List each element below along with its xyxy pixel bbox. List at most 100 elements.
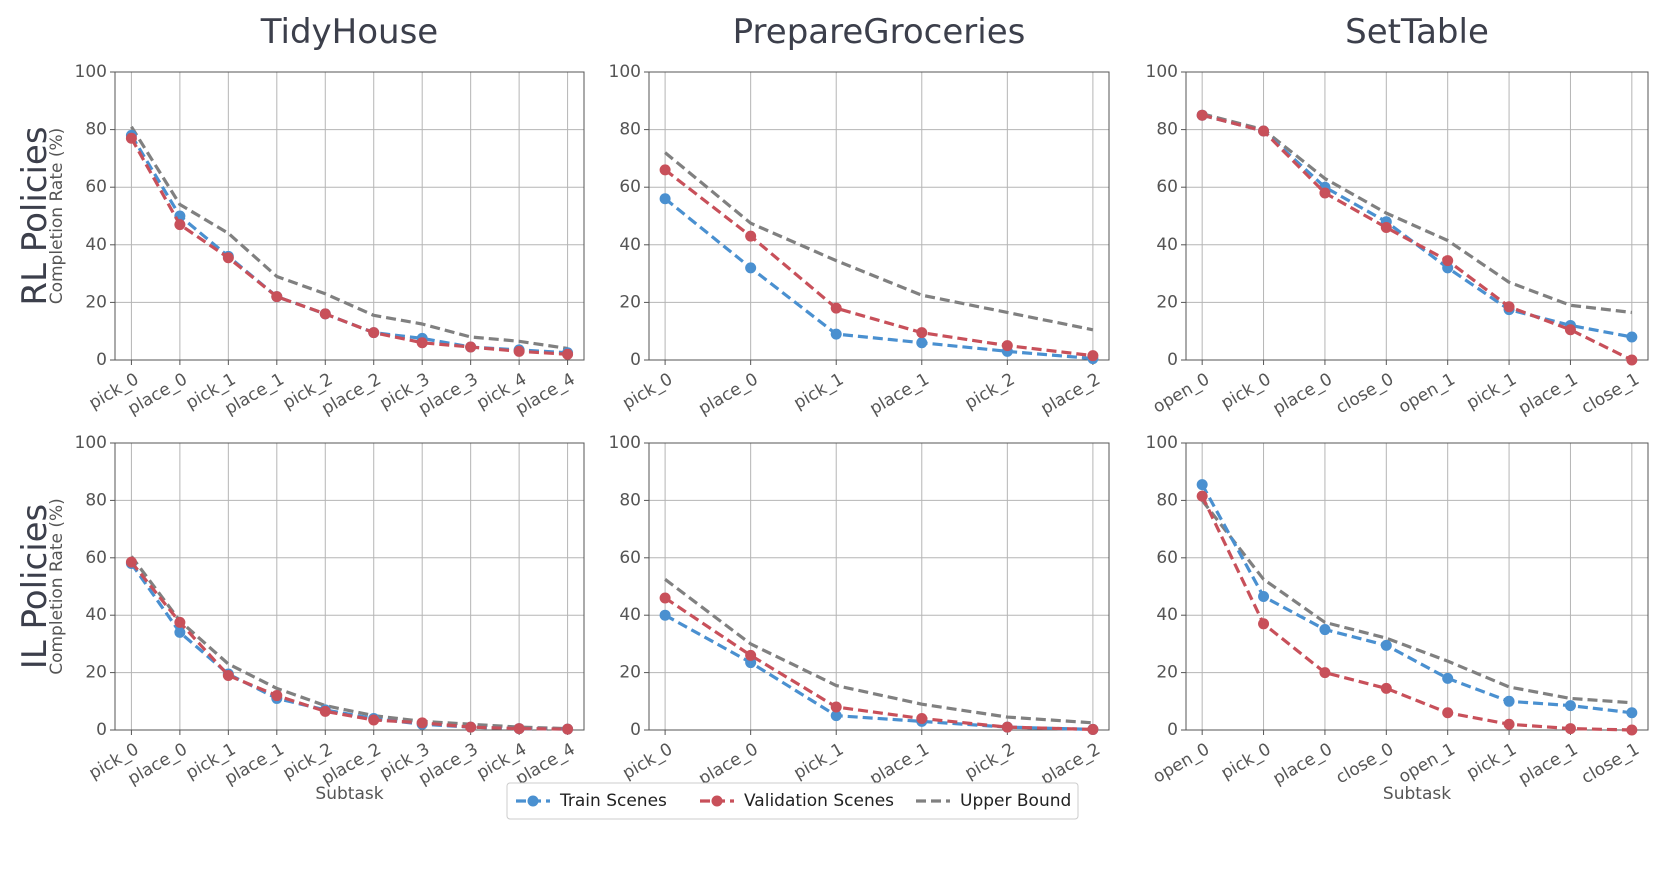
x-tick-label: open_0 <box>1150 369 1213 417</box>
axes-frame <box>1185 71 1649 361</box>
data-point-val <box>1258 125 1270 137</box>
series-line-upper <box>130 125 568 351</box>
data-point-val <box>513 345 525 357</box>
legend-label-train: Train Scenes <box>559 791 667 811</box>
y-tick-label: 100 <box>1146 62 1178 82</box>
x-tick-label: pick_2 <box>962 739 1019 783</box>
y-tick-label: 20 <box>619 663 641 683</box>
data-point-train <box>916 337 928 349</box>
x-tick-label: place_1 <box>866 369 932 419</box>
series-line-train <box>664 613 1093 732</box>
data-point-val <box>222 252 234 264</box>
y-tick-label: 0 <box>96 350 107 370</box>
x-tick-label: pick_1 <box>1463 739 1520 783</box>
data-point-train <box>1626 331 1638 343</box>
data-point-val <box>513 723 525 735</box>
data-point-val <box>1442 255 1454 267</box>
data-point-val <box>745 649 757 661</box>
x-tick-label: place_1 <box>1515 369 1581 419</box>
panel-1-1: 0 20 40 60 80 100 pick_0 place_0 pick_1 place_1 pi… <box>609 433 1110 804</box>
data-point-val <box>1196 490 1208 502</box>
y-tick-label: 80 <box>619 120 641 140</box>
panel-0-1: PrepareGroceries 0 20 40 60 80 100 pick_0 place_… <box>609 12 1110 419</box>
data-point-val <box>562 348 574 360</box>
x-tick-label: pick_2 <box>962 369 1019 413</box>
x-tick-label: place_1 <box>1515 739 1581 789</box>
data-point-val <box>562 723 574 735</box>
y-tick-label: 20 <box>619 292 641 312</box>
data-point-train <box>1258 591 1270 603</box>
y-tick-label: 80 <box>1156 490 1178 510</box>
series-line-train <box>130 134 568 355</box>
data-point-val <box>368 714 380 726</box>
series-line-val <box>130 561 568 731</box>
x-axis-title: Subtask <box>315 784 383 804</box>
data-point-train <box>745 262 757 274</box>
data-point-val <box>1319 667 1331 679</box>
x-tick-label: place_0 <box>695 369 761 419</box>
data-point-val <box>1258 618 1270 630</box>
x-tick-label: close_1 <box>1578 739 1643 788</box>
data-point-val <box>319 705 331 717</box>
y-tick-label: 20 <box>85 292 107 312</box>
y-tick-label: 100 <box>75 62 107 82</box>
data-point-val <box>1503 718 1515 730</box>
y-tick-label: 60 <box>619 177 641 197</box>
x-tick-label: open_1 <box>1395 739 1458 787</box>
y-axis-title: Completion Rate (%) <box>47 498 67 675</box>
data-point-train <box>1626 707 1638 719</box>
series-line-val <box>664 168 1094 358</box>
x-tick-label: close_1 <box>1578 369 1643 418</box>
x-tick-label: pick_0 <box>1218 369 1275 413</box>
x-tick-label: place_2 <box>1038 739 1104 789</box>
x-tick-label: pick_1 <box>790 739 847 783</box>
data-point-val <box>465 341 477 353</box>
chart-title: TidyHouse <box>260 12 438 52</box>
axes-frame <box>648 442 1110 731</box>
data-point-val <box>174 616 186 628</box>
data-point-train <box>1564 700 1576 712</box>
series-line-upper <box>1200 499 1632 705</box>
y-tick-label: 40 <box>619 235 641 255</box>
y-tick-label: 80 <box>619 490 641 510</box>
y-tick-label: 60 <box>85 177 107 197</box>
y-tick-label: 20 <box>1156 292 1178 312</box>
data-point-val <box>222 669 234 681</box>
axes-frame <box>1185 442 1649 731</box>
legend-marker-train <box>527 795 539 807</box>
chart-title: SetTable <box>1345 12 1489 52</box>
axes-frame <box>114 442 585 731</box>
x-tick-label: pick_1 <box>1463 369 1520 413</box>
y-tick-label: 20 <box>85 663 107 683</box>
y-tick-label: 100 <box>75 433 107 453</box>
data-point-val <box>368 327 380 339</box>
series-line-upper <box>664 151 1094 332</box>
data-point-val <box>1503 301 1515 313</box>
series-line-val <box>1201 113 1633 362</box>
x-tick-label: place_2 <box>1038 369 1104 419</box>
y-tick-label: 0 <box>630 720 641 740</box>
series-line-val <box>1200 495 1632 732</box>
x-tick-label: close_0 <box>1333 369 1398 418</box>
y-tick-label: 0 <box>1167 350 1178 370</box>
x-axis-title: Subtask <box>1383 784 1451 804</box>
data-point-val <box>1564 324 1576 336</box>
data-point-val <box>1442 707 1454 719</box>
data-point-val <box>271 690 283 702</box>
data-point-train <box>659 609 671 621</box>
legend-box <box>506 782 1079 820</box>
x-tick-label: pick_0 <box>619 369 676 413</box>
data-point-train <box>659 193 671 205</box>
y-tick-label: 40 <box>619 605 641 625</box>
legend-label-val: Validation Scenes <box>744 791 894 811</box>
series-line-train <box>130 562 568 731</box>
series-line-upper <box>1201 112 1633 315</box>
data-point-val <box>1196 109 1208 121</box>
data-point-train <box>1442 672 1454 684</box>
data-point-val <box>659 592 671 604</box>
row-label-1: IL Policies <box>15 504 55 670</box>
series-line-val <box>130 137 568 356</box>
data-point-val <box>1564 723 1576 735</box>
